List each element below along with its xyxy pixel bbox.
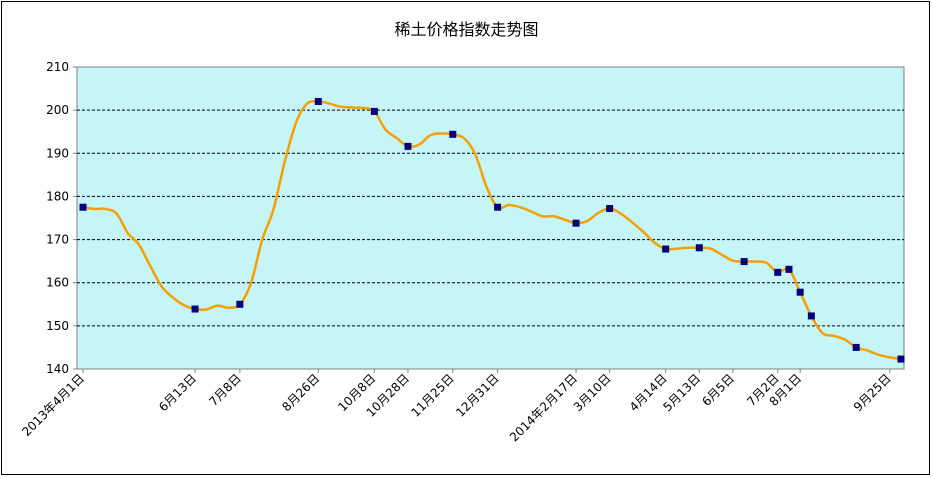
data-point-marker xyxy=(370,107,378,115)
chart-title: 稀土价格指数走势图 xyxy=(394,20,539,39)
x-tick-label: 6月13日 xyxy=(156,371,199,414)
y-tick-label: 200 xyxy=(46,103,69,117)
data-point-marker xyxy=(494,203,502,211)
x-axis-ticks: 2013年4月1日 6月13日 7月8日 8月26日 10月8日10月28日11月25日… xyxy=(19,369,894,444)
data-point-marker xyxy=(79,203,87,211)
data-point-marker xyxy=(662,245,670,253)
data-point-marker xyxy=(404,142,412,150)
y-tick-label: 190 xyxy=(46,146,69,160)
data-point-marker xyxy=(236,300,244,308)
data-point-marker xyxy=(807,312,815,320)
data-point-marker xyxy=(606,205,614,213)
x-tick-label: 6月5日 xyxy=(699,371,737,409)
y-tick-label: 140 xyxy=(46,362,69,376)
data-point-marker xyxy=(449,130,457,138)
plot-area xyxy=(76,66,905,370)
data-point-marker xyxy=(572,219,580,227)
data-point-marker xyxy=(897,355,905,363)
y-tick-label: 150 xyxy=(46,319,69,333)
x-tick-label: 7月8日 xyxy=(206,371,244,409)
data-point-marker xyxy=(695,244,703,252)
data-point-marker xyxy=(740,258,748,266)
x-tick-label: 12月31日 xyxy=(453,371,501,419)
x-tick-label: 3月10日 xyxy=(571,371,614,414)
y-tick-label: 170 xyxy=(46,233,69,247)
series-group xyxy=(79,98,905,363)
data-point-marker xyxy=(796,288,804,296)
x-tick-label: 2013年4月1日 xyxy=(19,371,87,439)
x-tick-label: 2014年2月17日 xyxy=(507,371,580,444)
data-point-marker xyxy=(191,305,199,313)
data-point-marker xyxy=(785,265,793,273)
x-tick-label: 5月13日 xyxy=(660,371,703,414)
grid-lines xyxy=(77,109,904,327)
data-point-marker xyxy=(314,98,322,106)
y-tick-label: 210 xyxy=(46,60,69,74)
y-tick-label: 180 xyxy=(46,189,69,203)
x-tick-label: 8月26日 xyxy=(279,371,322,414)
data-point-marker xyxy=(774,268,782,276)
data-point-marker xyxy=(852,343,860,351)
series-line xyxy=(82,99,902,361)
x-tick-label: 9月25日 xyxy=(851,371,894,414)
y-tick-label: 160 xyxy=(46,276,69,290)
y-axis-ticks: 140 150 160 170 180 190 200 210 xyxy=(46,60,77,376)
x-tick-label: 11月25日 xyxy=(408,371,456,419)
